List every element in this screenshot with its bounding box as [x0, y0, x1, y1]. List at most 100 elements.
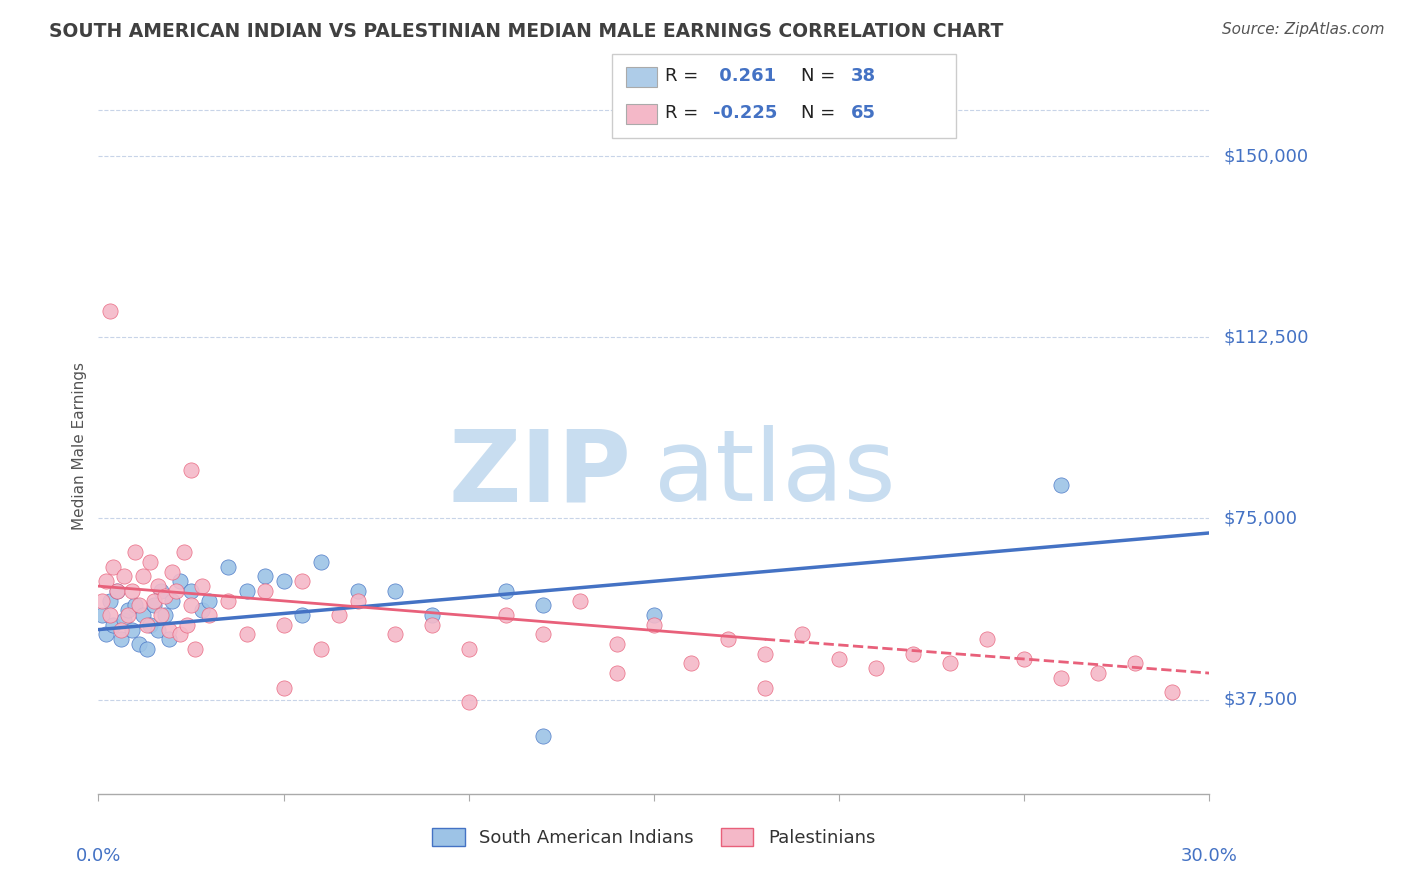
Point — [157, 632, 180, 647]
Point — [1123, 657, 1146, 671]
Point — [235, 584, 257, 599]
Point — [253, 569, 276, 583]
Text: 38: 38 — [851, 67, 876, 85]
Point — [1161, 685, 1184, 699]
Point — [1012, 651, 1035, 665]
Point — [235, 627, 257, 641]
Point — [91, 593, 114, 607]
Point — [150, 608, 173, 623]
Point — [191, 603, 214, 617]
Point — [162, 565, 184, 579]
Text: $37,500: $37,500 — [1225, 690, 1298, 708]
Point — [169, 574, 191, 589]
Point — [157, 623, 180, 637]
Point — [153, 589, 176, 603]
Point — [754, 647, 776, 661]
Point — [291, 608, 314, 623]
Point — [112, 569, 135, 583]
Point — [273, 574, 295, 589]
Point — [273, 681, 295, 695]
Text: $112,500: $112,500 — [1225, 328, 1309, 346]
Point — [162, 593, 184, 607]
Point — [495, 584, 517, 599]
Point — [150, 584, 173, 599]
Point — [94, 574, 117, 589]
Point — [865, 661, 887, 675]
Point — [103, 617, 125, 632]
Text: R =: R = — [665, 104, 704, 122]
Point — [309, 555, 332, 569]
Text: N =: N = — [801, 67, 841, 85]
Point — [146, 623, 169, 637]
Point — [606, 666, 628, 681]
Point — [98, 593, 121, 607]
Text: Source: ZipAtlas.com: Source: ZipAtlas.com — [1222, 22, 1385, 37]
Point — [180, 584, 202, 599]
Point — [346, 593, 368, 607]
Point — [132, 569, 155, 583]
Point — [420, 608, 443, 623]
Text: atlas: atlas — [654, 425, 896, 523]
Point — [169, 627, 191, 641]
Point — [117, 608, 139, 623]
Point — [346, 584, 368, 599]
Point — [180, 463, 202, 477]
Point — [124, 545, 146, 559]
Point — [98, 303, 121, 318]
Point — [191, 579, 214, 593]
Point — [183, 642, 205, 657]
Point — [606, 637, 628, 651]
Point — [128, 599, 150, 613]
Point — [309, 642, 332, 657]
Point — [828, 651, 851, 665]
Text: 30.0%: 30.0% — [1181, 847, 1237, 865]
Point — [253, 584, 276, 599]
Text: -0.225: -0.225 — [713, 104, 778, 122]
Point — [176, 617, 198, 632]
Point — [103, 559, 125, 574]
Point — [754, 681, 776, 695]
Point — [117, 603, 139, 617]
Point — [217, 593, 239, 607]
Point — [939, 657, 962, 671]
Point — [112, 613, 135, 627]
Text: 0.261: 0.261 — [713, 67, 776, 85]
Point — [105, 584, 128, 599]
Point — [1087, 666, 1109, 681]
Point — [217, 559, 239, 574]
Text: $150,000: $150,000 — [1225, 147, 1309, 165]
Text: SOUTH AMERICAN INDIAN VS PALESTINIAN MEDIAN MALE EARNINGS CORRELATION CHART: SOUTH AMERICAN INDIAN VS PALESTINIAN MED… — [49, 22, 1004, 41]
Point — [457, 695, 479, 709]
Legend: South American Indians, Palestinians: South American Indians, Palestinians — [425, 821, 883, 855]
Point — [94, 627, 117, 641]
Point — [457, 642, 479, 657]
Point — [173, 545, 195, 559]
Point — [139, 617, 162, 632]
Point — [135, 642, 157, 657]
Point — [198, 593, 221, 607]
Text: $75,000: $75,000 — [1225, 509, 1298, 527]
Y-axis label: Median Male Earnings: Median Male Earnings — [72, 362, 87, 530]
Point — [198, 608, 221, 623]
Point — [568, 593, 591, 607]
Point — [531, 599, 554, 613]
Point — [495, 608, 517, 623]
Point — [139, 555, 162, 569]
Point — [976, 632, 998, 647]
Point — [146, 579, 169, 593]
Point — [110, 623, 132, 637]
Point — [1050, 477, 1073, 491]
Point — [153, 608, 176, 623]
Point — [901, 647, 924, 661]
Text: 65: 65 — [851, 104, 876, 122]
Point — [121, 584, 143, 599]
Point — [180, 599, 202, 613]
Point — [124, 599, 146, 613]
Point — [132, 608, 155, 623]
Point — [790, 627, 813, 641]
Point — [643, 617, 665, 632]
Point — [110, 632, 132, 647]
Point — [143, 593, 166, 607]
Point — [420, 617, 443, 632]
Point — [273, 617, 295, 632]
